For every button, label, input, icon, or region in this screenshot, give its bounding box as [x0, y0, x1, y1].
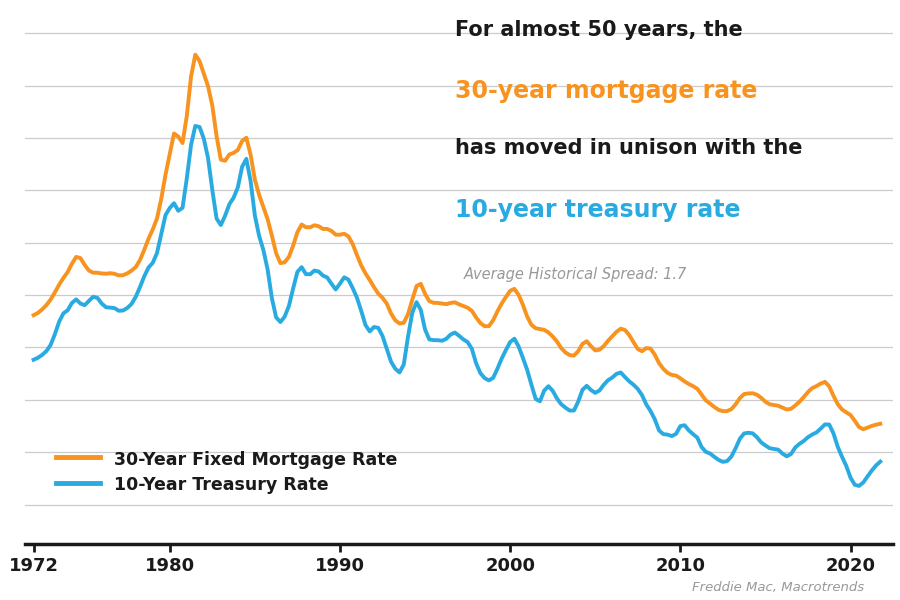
Text: 10-year treasury rate: 10-year treasury rate [454, 197, 740, 221]
Text: Average Historical Spread: 1.7: Average Historical Spread: 1.7 [464, 268, 687, 283]
Text: For almost 50 years, the: For almost 50 years, the [454, 20, 742, 40]
Text: 30-year mortgage rate: 30-year mortgage rate [454, 79, 757, 103]
Text: has moved in unison with the: has moved in unison with the [454, 139, 802, 158]
Legend: 30-Year Fixed Mortgage Rate, 10-Year Treasury Rate: 30-Year Fixed Mortgage Rate, 10-Year Tre… [42, 436, 411, 508]
Text: Freddie Mac, Macrotrends: Freddie Mac, Macrotrends [692, 581, 864, 594]
